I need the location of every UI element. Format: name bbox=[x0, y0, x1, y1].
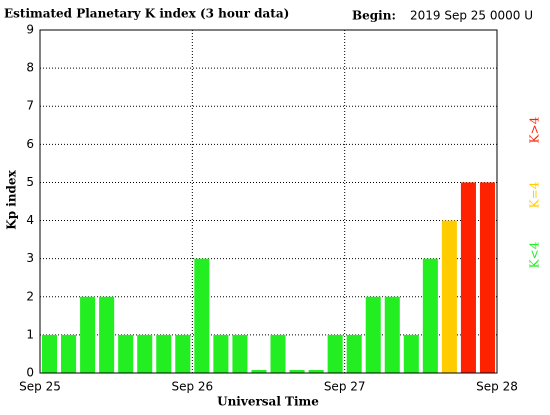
bar bbox=[61, 334, 77, 373]
bar bbox=[118, 334, 134, 373]
y-tick-label: 1 bbox=[26, 327, 34, 341]
bar bbox=[308, 370, 324, 373]
y-tick-label: 0 bbox=[26, 366, 34, 380]
bar bbox=[479, 182, 495, 373]
bar bbox=[384, 296, 400, 373]
bar bbox=[270, 334, 286, 373]
legend-entry: K>4 bbox=[528, 116, 542, 143]
bar bbox=[213, 334, 229, 373]
bar bbox=[460, 182, 476, 373]
y-tick-label: 4 bbox=[26, 213, 34, 227]
legend-entry: K=4 bbox=[528, 181, 542, 208]
chart-title: Estimated Planetary K index (3 hour data… bbox=[4, 7, 289, 21]
plot-frame bbox=[39, 29, 498, 374]
legend-entry: K<4 bbox=[528, 241, 542, 268]
y-tick-label: 2 bbox=[26, 289, 34, 303]
bar bbox=[80, 296, 96, 373]
y-tick-label: 9 bbox=[26, 23, 34, 37]
x-axis-label: Universal Time bbox=[217, 395, 319, 409]
bar bbox=[137, 334, 153, 373]
bar bbox=[232, 334, 248, 373]
bar bbox=[365, 296, 381, 373]
bar bbox=[403, 334, 419, 373]
begin-label: Begin: bbox=[352, 9, 396, 23]
x-tick-label: Sep 25 bbox=[19, 380, 61, 394]
bar bbox=[441, 220, 457, 373]
bar bbox=[194, 258, 210, 373]
bar bbox=[251, 370, 267, 373]
y-axis-label: Kp index bbox=[5, 169, 19, 229]
begin-date: 2019 Sep 25 0000 U bbox=[410, 9, 533, 23]
x-tick-label: Sep 27 bbox=[324, 380, 366, 394]
y-tick-label: 7 bbox=[26, 99, 34, 113]
y-tick-label: 3 bbox=[26, 251, 34, 265]
y-tick-label: 5 bbox=[26, 175, 34, 189]
bar bbox=[346, 334, 362, 373]
y-tick-label: 8 bbox=[26, 61, 34, 75]
bar bbox=[327, 334, 343, 373]
x-tick-label: Sep 28 bbox=[476, 380, 518, 394]
bar bbox=[99, 296, 115, 373]
bar bbox=[422, 258, 438, 373]
x-tick-label: Sep 26 bbox=[171, 380, 213, 394]
bar bbox=[42, 334, 58, 373]
bar bbox=[156, 334, 172, 373]
bar bbox=[175, 334, 191, 373]
bar bbox=[289, 370, 305, 373]
y-tick-label: 6 bbox=[26, 137, 34, 151]
